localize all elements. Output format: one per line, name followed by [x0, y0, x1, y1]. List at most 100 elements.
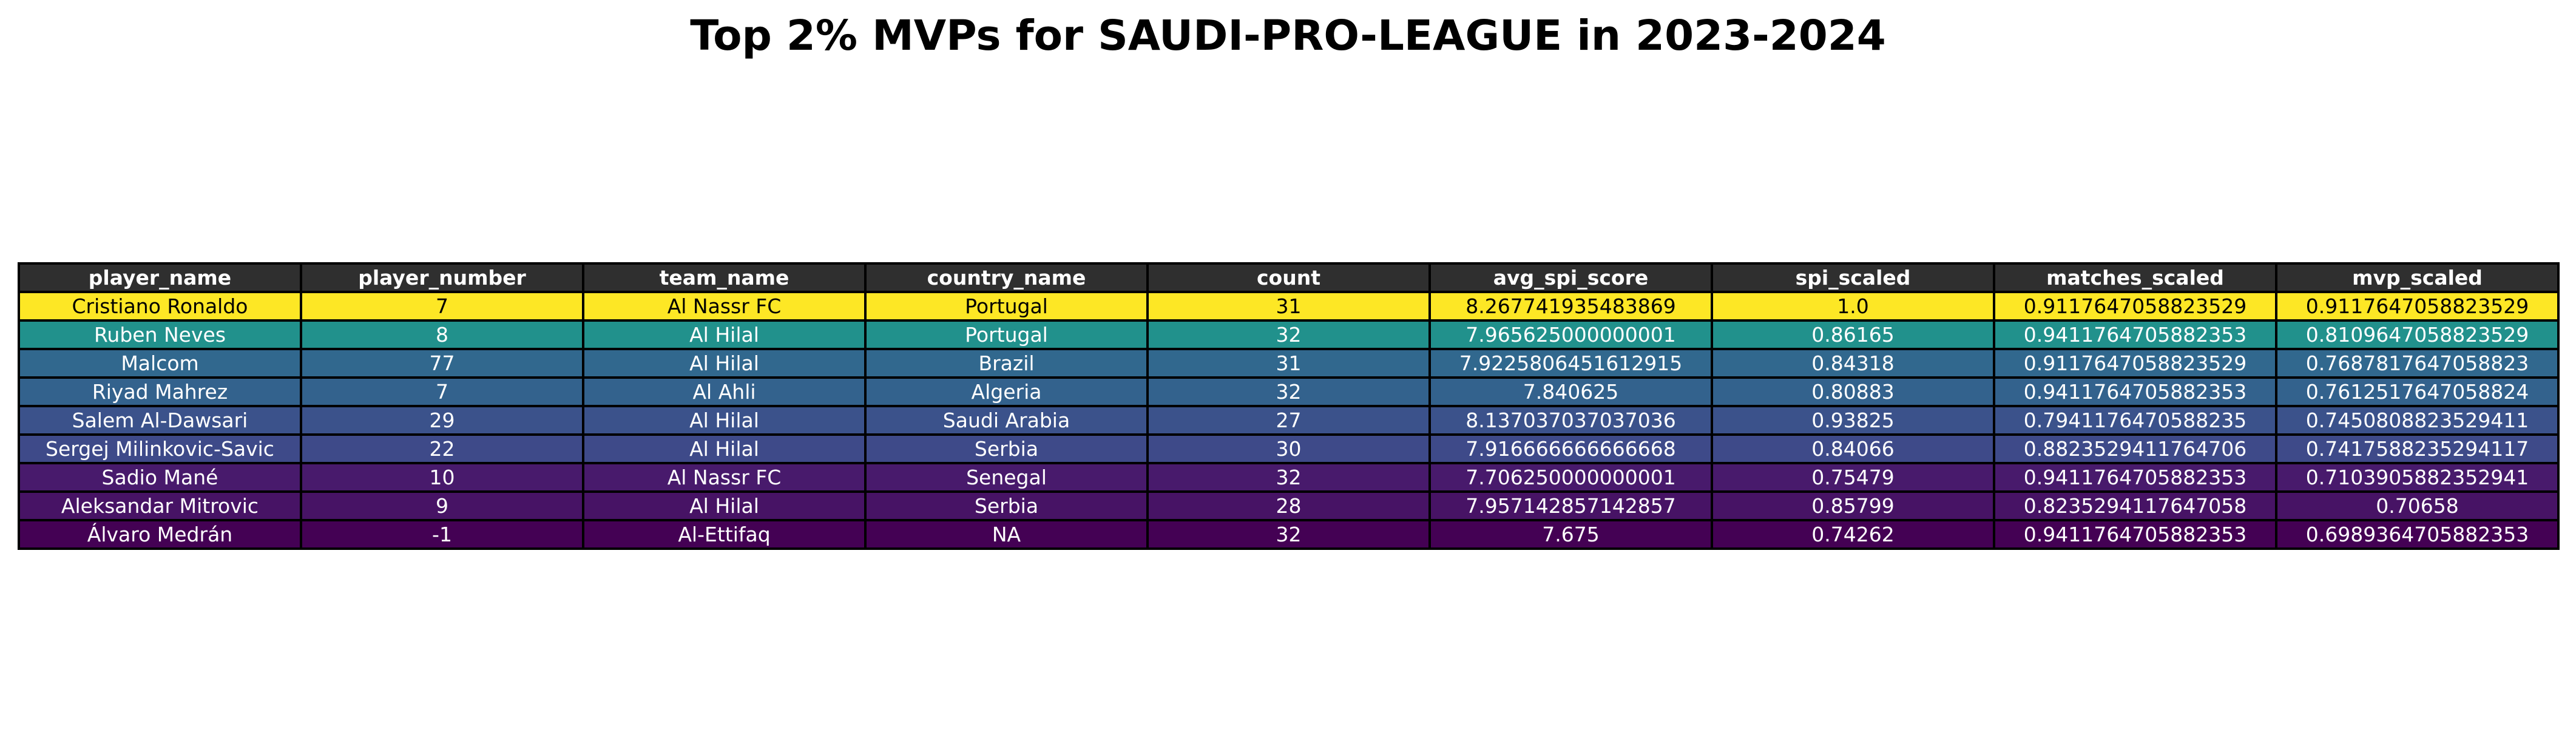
table-cell-player-number: 8 — [300, 319, 584, 350]
table-cell-player-number: 29 — [300, 405, 584, 436]
table-row: Salem Al-Dawsari 29 Al Hilal Saudi Arabia 27… — [18, 405, 2560, 436]
column-header: mvp_scaled — [2275, 262, 2560, 293]
table-row: Cristiano Ronaldo 7 Al Nassr FC Portugal 31 8… — [18, 291, 2560, 322]
table-cell-team-name: Al Hilal — [582, 433, 867, 464]
column-header: count — [1146, 262, 1431, 293]
table-cell-country-name: Serbia — [864, 433, 1149, 464]
table-cell-mvp-scaled: 0.7687817647058823 — [2275, 348, 2560, 379]
table-cell-matches-scaled: 0.9411764705882353 — [1993, 319, 2277, 350]
table-cell-matches-scaled: 0.9411764705882353 — [1993, 376, 2277, 407]
table-cell-country-name: Portugal — [864, 291, 1149, 322]
table-cell-matches-scaled: 0.9117647058823529 — [1993, 291, 2277, 322]
table-cell-country-name: Senegal — [864, 462, 1149, 493]
table-cell-mvp-scaled: 0.7103905882352941 — [2275, 462, 2560, 493]
mvp-table: player_name player_number team_name coun… — [18, 262, 2560, 550]
table-cell-avg-spi-score: 7.965625000000001 — [1428, 319, 1713, 350]
table-cell-avg-spi-score: 8.267741935483869 — [1428, 291, 1713, 322]
column-header: player_number — [300, 262, 584, 293]
table-cell-spi-scaled: 0.93825 — [1711, 405, 1995, 436]
table-cell-mvp-scaled: 0.6989364705882353 — [2275, 519, 2560, 550]
table-cell-matches-scaled: 0.8235294117647058 — [1993, 490, 2277, 521]
table-row: Sadio Mané 10 Al Nassr FC Senegal 32 7.706250… — [18, 462, 2560, 493]
column-header: spi_scaled — [1711, 262, 1995, 293]
table-cell-avg-spi-score: 7.675 — [1428, 519, 1713, 550]
table-cell-spi-scaled: 0.80883 — [1711, 376, 1995, 407]
table-cell-player-name: Salem Al-Dawsari — [18, 405, 302, 436]
table-cell-matches-scaled: 0.9411764705882353 — [1993, 462, 2277, 493]
table-cell-spi-scaled: 0.74262 — [1711, 519, 1995, 550]
table-cell-matches-scaled: 0.8823529411764706 — [1993, 433, 2277, 464]
chart-title: Top 2% MVPs for SAUDI-PRO-LEAGUE in 2023… — [690, 12, 1886, 60]
table-body: Cristiano Ronaldo 7 Al Nassr FC Portugal 31 8… — [18, 291, 2560, 550]
table-cell-country-name: Algeria — [864, 376, 1149, 407]
table-cell-mvp-scaled: 0.8109647058823529 — [2275, 319, 2560, 350]
table-cell-spi-scaled: 0.84066 — [1711, 433, 1995, 464]
table-cell-country-name: Saudi Arabia — [864, 405, 1149, 436]
table-cell-count: 32 — [1146, 319, 1431, 350]
table-cell-matches-scaled: 0.9117647058823529 — [1993, 348, 2277, 379]
table-cell-player-name: Sadio Mané — [18, 462, 302, 493]
table-cell-count: 27 — [1146, 405, 1431, 436]
table-row: Ruben Neves 8 Al Hilal Portugal 32 7.96562500… — [18, 319, 2560, 350]
column-header: country_name — [864, 262, 1149, 293]
table-cell-team-name: Al Ahli — [582, 376, 867, 407]
table-cell-matches-scaled: 0.9411764705882353 — [1993, 519, 2277, 550]
table-cell-team-name: Al Hilal — [582, 405, 867, 436]
table-cell-avg-spi-score: 8.137037037037036 — [1428, 405, 1713, 436]
column-header: team_name — [582, 262, 867, 293]
table-cell-player-number: 10 — [300, 462, 584, 493]
column-header: player_name — [18, 262, 302, 293]
table-cell-player-name: Álvaro Medrán — [18, 519, 302, 550]
table-cell-team-name: Al Nassr FC — [582, 462, 867, 493]
table-cell-player-number: 7 — [300, 376, 584, 407]
table-cell-avg-spi-score: 7.9225806451612915 — [1428, 348, 1713, 379]
table-cell-player-name: Malcom — [18, 348, 302, 379]
table-cell-count: 31 — [1146, 348, 1431, 379]
table-cell-avg-spi-score: 7.706250000000001 — [1428, 462, 1713, 493]
table-cell-team-name: Al Hilal — [582, 319, 867, 350]
table-cell-avg-spi-score: 7.840625 — [1428, 376, 1713, 407]
table-cell-player-name: Cristiano Ronaldo — [18, 291, 302, 322]
table-cell-spi-scaled: 0.75479 — [1711, 462, 1995, 493]
column-header: matches_scaled — [1993, 262, 2277, 293]
table-cell-count: 30 — [1146, 433, 1431, 464]
table-cell-team-name: Al Hilal — [582, 490, 867, 521]
table-row: Malcom 77 Al Hilal Brazil 31 7.92258064516129… — [18, 348, 2560, 379]
table-cell-country-name: NA — [864, 519, 1149, 550]
table-cell-player-name: Riyad Mahrez — [18, 376, 302, 407]
table-cell-mvp-scaled: 0.9117647058823529 — [2275, 291, 2560, 322]
table-cell-player-number: 22 — [300, 433, 584, 464]
table-cell-spi-scaled: 1.0 — [1711, 291, 1995, 322]
table-cell-player-number: 77 — [300, 348, 584, 379]
table-cell-mvp-scaled: 0.7417588235294117 — [2275, 433, 2560, 464]
table-cell-count: 32 — [1146, 462, 1431, 493]
table-cell-avg-spi-score: 7.916666666666668 — [1428, 433, 1713, 464]
table-cell-mvp-scaled: 0.70658 — [2275, 490, 2560, 521]
table-cell-count: 32 — [1146, 519, 1431, 550]
table-cell-player-number: -1 — [300, 519, 584, 550]
table-cell-player-name: Ruben Neves — [18, 319, 302, 350]
table-header-row: player_name player_number team_name coun… — [18, 262, 2560, 293]
table-cell-player-number: 9 — [300, 490, 584, 521]
table-cell-count: 31 — [1146, 291, 1431, 322]
table-cell-country-name: Serbia — [864, 490, 1149, 521]
table-cell-spi-scaled: 0.86165 — [1711, 319, 1995, 350]
table-cell-count: 28 — [1146, 490, 1431, 521]
table-cell-country-name: Brazil — [864, 348, 1149, 379]
table-row: Riyad Mahrez 7 Al Ahli Algeria 32 7.840625 0.8… — [18, 376, 2560, 407]
table-row: Álvaro Medrán -1 Al-Ettifaq NA 32 7.675 0.7426… — [18, 519, 2560, 550]
table-cell-matches-scaled: 0.7941176470588235 — [1993, 405, 2277, 436]
table-cell-player-name: Sergej Milinkovic-Savic — [18, 433, 302, 464]
table-row: Aleksandar Mitrovic 9 Al Hilal Serbia 28 7.95… — [18, 490, 2560, 521]
table-cell-spi-scaled: 0.85799 — [1711, 490, 1995, 521]
table-cell-team-name: Al Hilal — [582, 348, 867, 379]
column-header: avg_spi_score — [1428, 262, 1713, 293]
table-row: Sergej Milinkovic-Savic 22 Al Hilal Serbia 3… — [18, 433, 2560, 464]
table-cell-player-number: 7 — [300, 291, 584, 322]
table-cell-team-name: Al Nassr FC — [582, 291, 867, 322]
table-cell-player-name: Aleksandar Mitrovic — [18, 490, 302, 521]
table-cell-country-name: Portugal — [864, 319, 1149, 350]
table-cell-team-name: Al-Ettifaq — [582, 519, 867, 550]
table-cell-mvp-scaled: 0.7450808823529411 — [2275, 405, 2560, 436]
table-cell-count: 32 — [1146, 376, 1431, 407]
